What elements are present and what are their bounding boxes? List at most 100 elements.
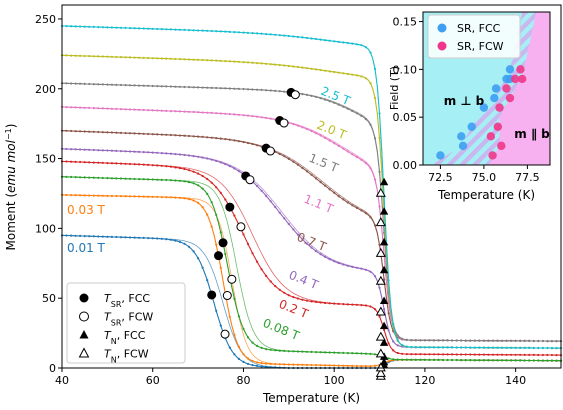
data-point (337, 195, 340, 198)
data-point (92, 130, 95, 133)
data-point (337, 144, 340, 147)
data-point (83, 130, 86, 133)
inset-legend-marker (437, 23, 447, 33)
data-point (482, 346, 485, 349)
marker-tn-fcw-4 (375, 331, 386, 341)
data-point (74, 130, 77, 133)
legend-label: TSR, FCC (104, 292, 150, 309)
data-point (555, 359, 558, 362)
data-point (251, 88, 254, 91)
data-point (151, 27, 154, 30)
data-point (360, 304, 363, 307)
data-point (328, 258, 331, 261)
data-point (219, 87, 222, 90)
data-point (187, 110, 191, 113)
data-point (292, 160, 295, 163)
marker-tn-fcc-5 (379, 296, 389, 304)
data-point (337, 364, 340, 367)
data-point (147, 163, 150, 166)
data-point (110, 194, 113, 198)
data-point (246, 336, 250, 339)
series-label-1: 0.03 T (67, 203, 106, 217)
data-point (210, 136, 213, 139)
inset-point-fcw (495, 103, 504, 112)
data-point (183, 110, 186, 113)
data-point (206, 213, 209, 216)
data-point (142, 132, 145, 135)
data-point (101, 161, 104, 164)
data-point (305, 363, 309, 366)
data-point (79, 82, 82, 85)
data-point (237, 357, 240, 360)
marker-tn-fcw-2 (375, 362, 386, 372)
data-point (528, 359, 531, 362)
marker-tsr-fcw-0 (220, 329, 230, 339)
data-point (410, 345, 413, 349)
data-point (473, 339, 476, 342)
data-point (210, 158, 213, 161)
data-point (541, 353, 545, 357)
data-point (70, 25, 73, 28)
data-point (178, 167, 181, 170)
data-point (219, 324, 222, 327)
data-point (355, 364, 358, 368)
data-point (346, 264, 349, 267)
data-point (151, 84, 154, 88)
data-point (360, 352, 363, 355)
marker-tn-fcw-8 (375, 217, 386, 227)
data-point (555, 347, 558, 350)
data-point (119, 150, 123, 153)
data-point (83, 161, 86, 164)
legend-box (66, 282, 186, 364)
data-point (65, 147, 68, 151)
marker-tsr-fcc-2 (218, 238, 228, 248)
data-point (423, 353, 426, 356)
data-point (110, 177, 113, 180)
data-point (178, 240, 181, 243)
data-point (455, 346, 458, 349)
data-point (160, 178, 163, 181)
data-point (292, 65, 295, 68)
data-point (532, 359, 535, 362)
data-point (550, 359, 554, 362)
data-point (337, 351, 340, 354)
data-point (324, 301, 327, 305)
data-point (328, 351, 331, 354)
data-point (310, 350, 313, 353)
data-point (301, 238, 304, 241)
data-point (133, 56, 136, 59)
inset-point-fcw (517, 74, 527, 84)
data-point (246, 61, 250, 64)
data-point (442, 346, 445, 349)
data-point (532, 353, 535, 356)
data-point (364, 268, 367, 271)
data-point (197, 201, 200, 204)
data-point (160, 196, 163, 199)
data-point (256, 62, 259, 65)
data-point (555, 340, 558, 343)
inset-x-tick-label: 77.5 (515, 171, 540, 184)
marker-tsr-fcw-3 (236, 222, 246, 232)
data-point (378, 170, 381, 173)
data-point (147, 109, 150, 112)
data-point (101, 194, 104, 197)
data-point (242, 114, 245, 117)
data-point (206, 279, 209, 282)
data-point (83, 82, 86, 85)
data-point (396, 334, 399, 337)
data-point (201, 29, 204, 32)
data-point (74, 54, 77, 57)
data-point (369, 365, 372, 368)
data-point (246, 141, 250, 145)
data-point (260, 32, 263, 35)
data-point (296, 124, 299, 127)
data-point (274, 285, 277, 288)
data-point (165, 196, 168, 199)
data-point (237, 87, 240, 90)
data-point (88, 176, 91, 179)
data-point (201, 111, 204, 114)
data-point (101, 83, 104, 86)
data-point (219, 161, 222, 164)
data-point (156, 85, 159, 88)
